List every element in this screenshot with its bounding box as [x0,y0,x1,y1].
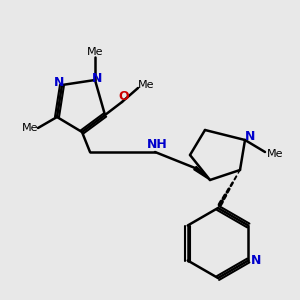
Text: Me: Me [22,123,38,133]
Text: Me: Me [87,47,103,57]
Text: N: N [245,130,255,143]
Text: N: N [92,71,102,85]
Text: O: O [119,91,129,103]
Text: Me: Me [267,149,283,159]
Text: N: N [251,254,262,267]
Polygon shape [194,167,210,180]
Text: N: N [54,76,64,88]
Text: NH: NH [147,137,167,151]
Text: Me: Me [138,80,154,90]
